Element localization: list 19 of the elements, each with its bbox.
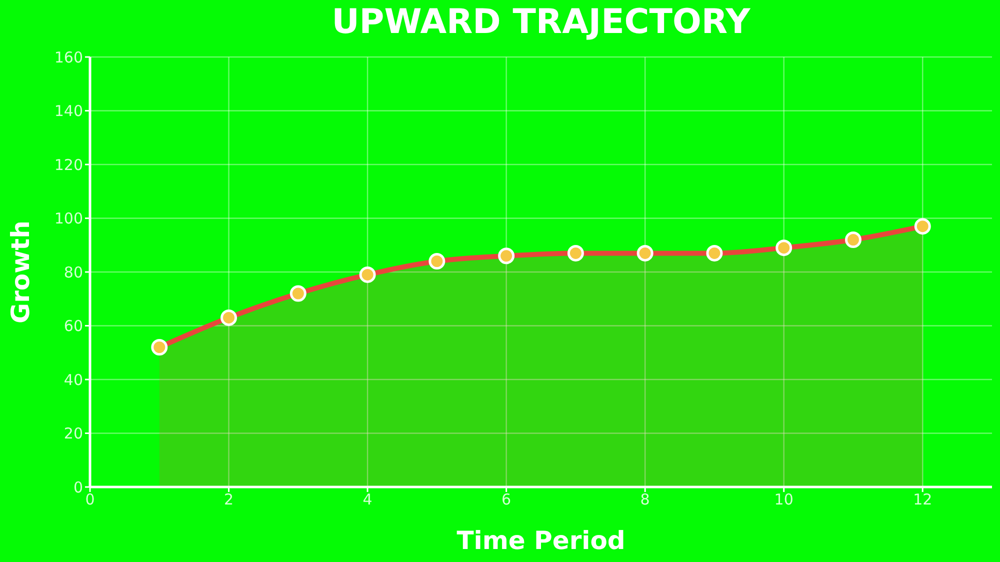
y-tick-label: 100: [54, 210, 83, 228]
y-axis-title: Growth: [6, 220, 35, 324]
x-tick-label: 6: [502, 490, 512, 509]
y-tick-label: 140: [54, 102, 83, 120]
y-tick-label: 160: [54, 48, 83, 66]
x-tick-label: 2: [224, 490, 234, 509]
x-tick-label: 8: [640, 490, 650, 509]
x-tick-label: 12: [913, 490, 932, 509]
y-tick-label: 0: [73, 478, 83, 496]
x-tick-label: 10: [774, 490, 794, 509]
y-tick-label: 60: [64, 317, 83, 336]
y-tick-label: 80: [64, 263, 83, 282]
y-tick-label: 120: [54, 156, 83, 174]
x-tick-label: 0: [85, 490, 95, 509]
x-tick-label: 4: [362, 490, 372, 509]
y-tick-label: 40: [64, 370, 83, 389]
chart-title: UPWARD TRAJECTORY: [330, 1, 752, 43]
y-tick-label: 20: [64, 424, 83, 443]
x-axis-title: Time Period: [456, 526, 626, 555]
